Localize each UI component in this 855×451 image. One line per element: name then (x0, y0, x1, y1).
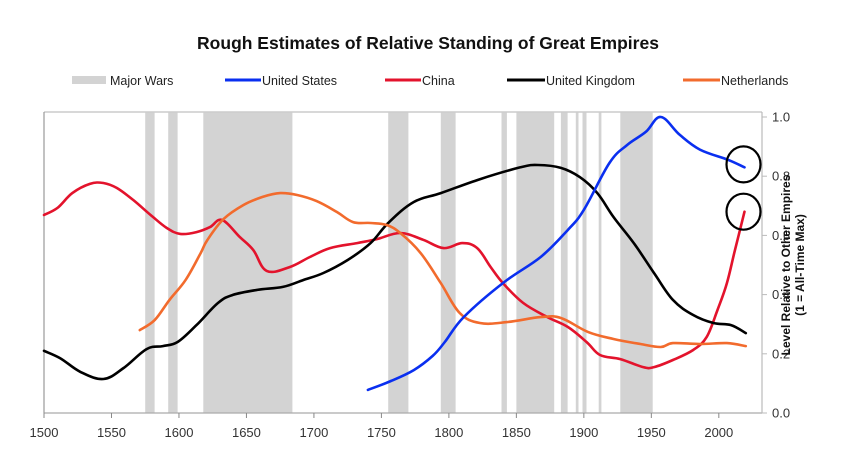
annotation-circle-china (725, 192, 762, 231)
y-tick-label: 0.2 (772, 346, 790, 361)
legend-label-china: China (422, 74, 455, 88)
y-axis-sublabel: (1 = All-Time Max) (793, 214, 807, 316)
series-lines (42, 115, 748, 392)
war-band-1883-1888 (560, 112, 568, 413)
war-band-1618-1684 (203, 112, 293, 413)
x-tick-label: 1850 (502, 425, 531, 440)
chart-title: Rough Estimates of Relative Standing of … (197, 33, 659, 53)
y-tick-label: 0.6 (772, 228, 790, 243)
x-tick-label: 1700 (299, 425, 328, 440)
war-band-1755-1770 (388, 112, 409, 413)
series-line-us (366, 115, 746, 392)
war-band-1839-1843 (501, 112, 507, 413)
x-tick-label: 1600 (165, 425, 194, 440)
x-tick-label: 1950 (637, 425, 666, 440)
war-band-1575-1582 (145, 112, 155, 413)
legend: Major Wars United States China United Ki… (72, 74, 788, 88)
legend-label-us: United States (262, 74, 337, 88)
series-line-nl (138, 191, 748, 349)
war-band-1894-1896 (575, 112, 579, 413)
x-tick-label: 2000 (704, 425, 733, 440)
x-tick-label: 1800 (434, 425, 463, 440)
x-tick-label: 1750 (367, 425, 396, 440)
legend-label-uk: United Kingdom (546, 74, 635, 88)
war-band-1899-1902 (582, 112, 587, 413)
series-line-uk (42, 163, 748, 381)
war-bands (145, 112, 653, 413)
x-tick-label: 1900 (569, 425, 598, 440)
x-ticks: 1500 1550 1600 1650 1700 1750 1800 1850 1900 1950… (30, 413, 733, 440)
annotations (725, 145, 762, 231)
legend-label-nl: Netherlands (721, 74, 788, 88)
y-tick-label: 0.8 (772, 169, 790, 184)
annotation-circle-us (725, 145, 762, 184)
y-axis-label-group: Level Relative to Other Empires (1 = All… (779, 174, 807, 355)
legend-label-wars: Major Wars (110, 74, 173, 88)
y-ticks: 0.0 0.2 0.4 0.6 0.8 1.0 (762, 110, 790, 421)
y-axis-label: Level Relative to Other Empires (779, 174, 793, 355)
war-band-1592-1599 (168, 112, 178, 413)
x-tick-label: 1500 (30, 425, 59, 440)
x-tick-label: 1550 (97, 425, 126, 440)
war-band-1911-1913 (598, 112, 602, 413)
y-tick-label: 1.0 (772, 110, 790, 125)
y-tick-label: 0.0 (772, 406, 790, 421)
legend-swatch-wars (72, 76, 106, 84)
y-tick-label: 0.4 (772, 287, 790, 302)
axes (43, 111, 763, 414)
x-tick-label: 1650 (232, 425, 261, 440)
war-band-1794-1805 (440, 112, 456, 413)
